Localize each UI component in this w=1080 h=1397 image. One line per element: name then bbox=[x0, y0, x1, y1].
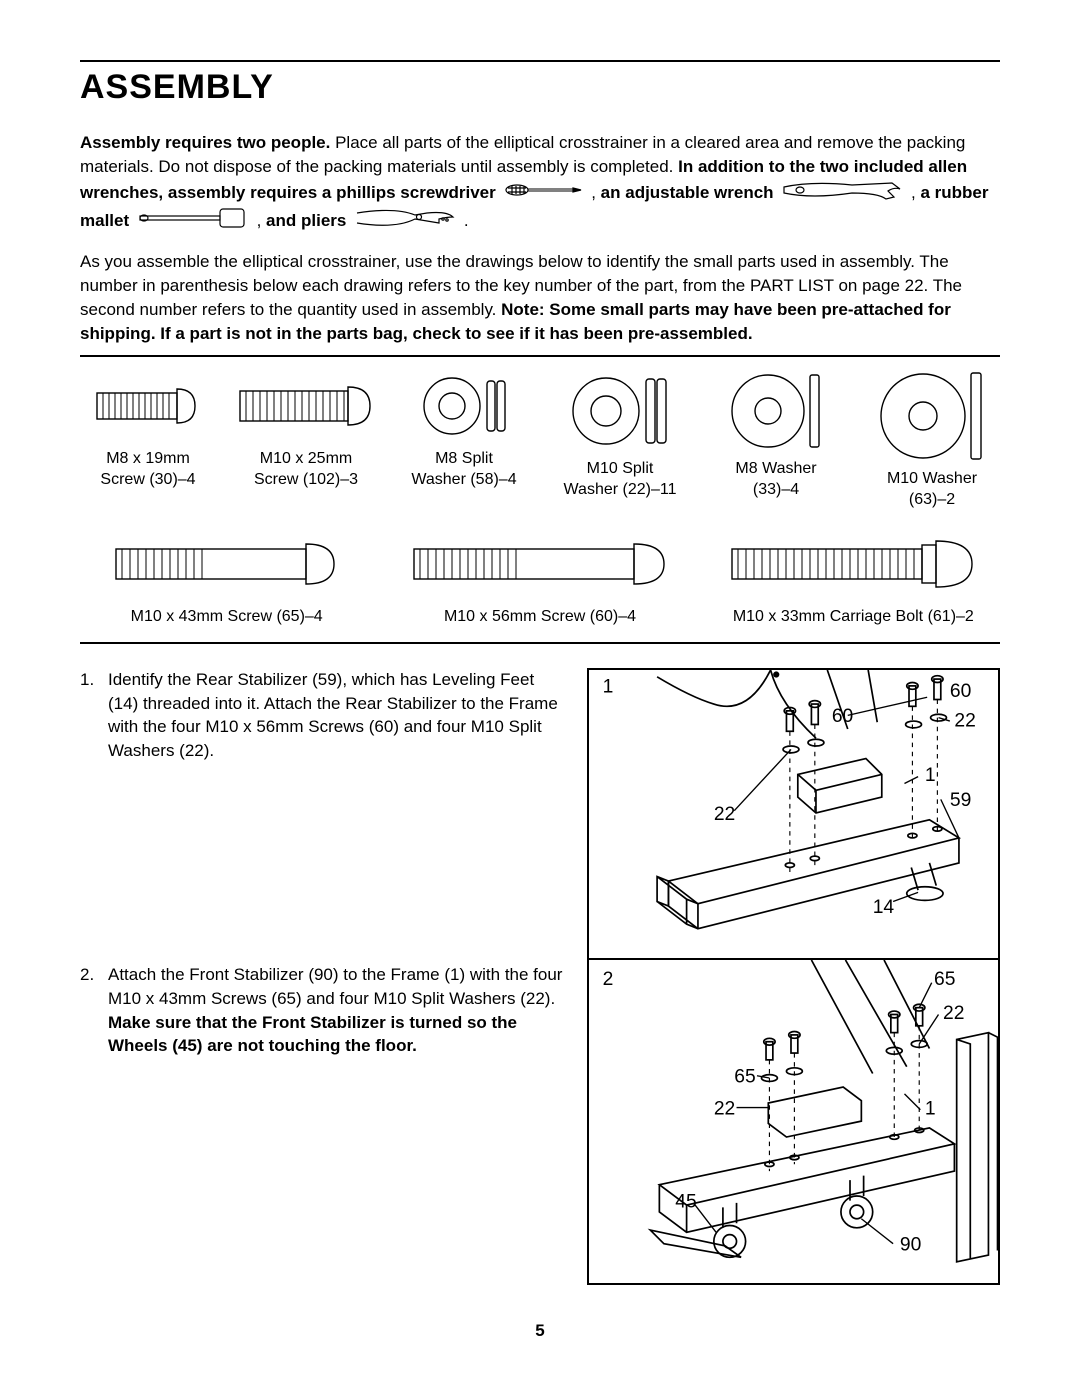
washer-small-icon bbox=[726, 371, 826, 451]
d2-label-c: 65 bbox=[735, 1067, 756, 1088]
part-label-line2: (63)–2 bbox=[909, 490, 955, 511]
screw-long-icon bbox=[112, 529, 342, 599]
split-washer-large-icon bbox=[568, 371, 673, 451]
diagram-2: 2 65 22 65 22 1 45 90 bbox=[589, 960, 998, 1283]
step-number: 2. bbox=[80, 963, 108, 1058]
d1-label-e: 59 bbox=[950, 790, 971, 811]
part-label-line2: Washer (22)–11 bbox=[564, 480, 677, 501]
paragraph-2: As you assemble the elliptical crosstrai… bbox=[80, 250, 1000, 345]
page-title: ASSEMBLY bbox=[80, 60, 1000, 107]
intro-sep-2: , bbox=[906, 182, 920, 201]
intro-bold-5: and pliers bbox=[266, 211, 346, 230]
d2-label-g: 90 bbox=[900, 1235, 921, 1256]
intro-paragraph: Assembly requires two people. Place all … bbox=[80, 131, 1000, 236]
d2-label-a: 65 bbox=[934, 969, 955, 990]
d2-label-d: 22 bbox=[714, 1099, 735, 1120]
screw-med-icon bbox=[236, 371, 376, 441]
part-label-line2: Screw (30)–4 bbox=[100, 470, 195, 491]
part-item: M10 x 43mm Screw (65)–4 bbox=[80, 529, 373, 628]
step2-text-b: Make sure that the Front Stabilizer is t… bbox=[108, 1013, 517, 1056]
part-label-line2: Screw (102)–3 bbox=[254, 470, 358, 491]
diagram-1-svg: 1 60 60 22 1 59 22 14 bbox=[589, 670, 998, 954]
part-label-line1: M8 Washer bbox=[735, 459, 816, 480]
diagram-2-svg: 2 65 22 65 22 1 45 90 bbox=[589, 960, 998, 1278]
steps-text-column: 1. Identify the Rear Stabilizer (59), wh… bbox=[80, 668, 567, 1285]
part-item: M8 x 19mm Screw (30)–4 bbox=[80, 371, 216, 511]
screw-short-icon bbox=[93, 371, 203, 441]
intro-bold-3: an adjustable wrench bbox=[601, 182, 774, 201]
diagram-1: 1 60 60 22 1 59 22 14 bbox=[589, 670, 998, 961]
washer-large-icon bbox=[877, 371, 987, 461]
part-item: M10 x 56mm Screw (60)–4 bbox=[393, 529, 686, 628]
parts-identification-box: M8 x 19mm Screw (30)–4 M10 x 25mm Screw … bbox=[80, 355, 1000, 643]
page-number: 5 bbox=[80, 1321, 1000, 1341]
d1-label-a: 60 bbox=[832, 706, 853, 727]
step-2: 2. Attach the Front Stabilizer (90) to t… bbox=[80, 963, 567, 1058]
parts-row-1: M8 x 19mm Screw (30)–4 M10 x 25mm Screw … bbox=[80, 371, 1000, 511]
part-label-line1: M10 Washer bbox=[887, 469, 977, 490]
part-label-line1: M10 Split bbox=[587, 459, 654, 480]
step2-text-a: Attach the Front Stabilizer (90) to the … bbox=[108, 965, 562, 1008]
assembly-steps: 1. Identify the Rear Stabilizer (59), wh… bbox=[80, 668, 1000, 1285]
part-label-line2: Washer (58)–4 bbox=[411, 470, 516, 491]
d1-label-tl: 1 bbox=[603, 676, 614, 697]
d2-label-tl: 2 bbox=[603, 969, 614, 990]
intro-period: . bbox=[459, 211, 468, 230]
part-item: M8 Split Washer (58)–4 bbox=[396, 371, 532, 511]
part-item: M10 Washer (63)–2 bbox=[864, 371, 1000, 511]
d1-label-b: 60 bbox=[950, 681, 971, 702]
part-label-line1: M10 x 33mm Carriage Bolt (61)–2 bbox=[733, 607, 974, 628]
part-item: M8 Washer (33)–4 bbox=[708, 371, 844, 511]
screwdriver-icon bbox=[505, 181, 583, 205]
d1-label-g: 14 bbox=[873, 897, 895, 918]
intro-lead-bold: Assembly requires two people. bbox=[80, 133, 330, 152]
part-item: M10 x 33mm Carriage Bolt (61)–2 bbox=[707, 529, 1000, 628]
part-label-line1: M10 x 25mm bbox=[260, 449, 352, 470]
d1-label-f: 22 bbox=[714, 804, 735, 825]
step-number: 1. bbox=[80, 668, 108, 763]
d1-label-d: 1 bbox=[925, 765, 936, 786]
step-1: 1. Identify the Rear Stabilizer (59), wh… bbox=[80, 668, 567, 763]
adjustable-wrench-icon bbox=[782, 179, 902, 208]
parts-row-2: M10 x 43mm Screw (65)–4 M10 x 56mm Screw… bbox=[80, 529, 1000, 628]
step-text: Attach the Front Stabilizer (90) to the … bbox=[108, 963, 567, 1058]
part-item: M10 Split Washer (22)–11 bbox=[552, 371, 688, 511]
part-label-line1: M8 Split bbox=[435, 449, 493, 470]
steps-diagram-column: 1 60 60 22 1 59 22 14 bbox=[587, 668, 1000, 1285]
intro-sep-3: , bbox=[252, 211, 266, 230]
d2-label-e: 1 bbox=[925, 1099, 936, 1120]
split-washer-small-icon bbox=[417, 371, 512, 441]
step-text: Identify the Rear Stabilizer (59), which… bbox=[108, 668, 567, 763]
screw-xlong-icon bbox=[410, 529, 670, 599]
rubber-mallet-icon bbox=[138, 207, 248, 236]
pliers-icon bbox=[355, 207, 455, 236]
part-label-line2: (33)–4 bbox=[753, 480, 799, 501]
part-item: M10 x 25mm Screw (102)–3 bbox=[236, 371, 376, 511]
d2-label-b: 22 bbox=[944, 1003, 965, 1024]
part-label-line1: M10 x 43mm Screw (65)–4 bbox=[131, 607, 323, 628]
part-label-line1: M10 x 56mm Screw (60)–4 bbox=[444, 607, 636, 628]
intro-sep-1: , bbox=[587, 182, 601, 201]
part-label-line1: M8 x 19mm bbox=[106, 449, 190, 470]
carriage-bolt-icon bbox=[728, 529, 978, 599]
d2-label-f: 45 bbox=[676, 1192, 697, 1213]
d1-label-c: 22 bbox=[955, 711, 976, 732]
